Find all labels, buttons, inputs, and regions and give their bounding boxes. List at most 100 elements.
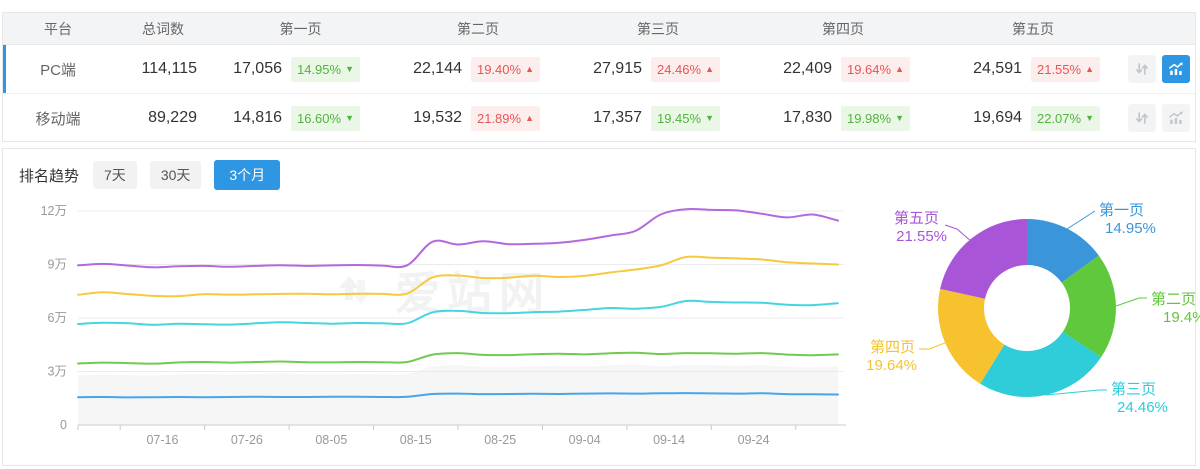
page-2-cell: 19,532 21.89% ▲ xyxy=(388,105,568,131)
donut-slice-page-4[interactable] xyxy=(938,288,1005,384)
col-header-1: 平台 xyxy=(44,20,72,37)
page-3-cell: 17,357 19.45% ▼ xyxy=(568,105,748,131)
change-percent: 19.98% xyxy=(846,110,892,126)
tab-period-1[interactable]: 7天 xyxy=(93,161,137,189)
arrow-up-icon: ▲ xyxy=(1085,63,1094,74)
change-badge: 14.95% ▼ xyxy=(291,56,360,82)
col-header-4: 第二页 xyxy=(457,20,499,37)
donut-slice-page-1[interactable] xyxy=(1027,219,1099,283)
tab-period-3[interactable]: 3个月 xyxy=(214,160,281,190)
donut-label-line xyxy=(1115,297,1147,307)
donut-label-name: 第一页 xyxy=(1099,201,1144,219)
arrow-up-icon: ▲ xyxy=(705,63,714,74)
page-5-cell: 24,591 21.55% ▲ xyxy=(938,56,1128,82)
col-header-5: 第三页 xyxy=(637,20,679,37)
trend-chart-button[interactable] xyxy=(1162,104,1190,132)
sort-arrows-button[interactable] xyxy=(1128,104,1156,132)
table-body: PC端 114,115 17,056 14.95% ▼ 22,144 19.40% ▲ 27,9… xyxy=(3,45,1195,142)
donut-label-line xyxy=(919,342,946,350)
trend-line-page-3 xyxy=(77,299,839,326)
arrow-down-icon: ▼ xyxy=(1085,112,1094,123)
arrow-down-icon: ▼ xyxy=(345,63,354,74)
table-header-row: 平台 总词数 第一页 第二页 第三页 第四页 第五页 xyxy=(3,13,1195,45)
page-4-cell: 22,409 19.64% ▲ xyxy=(748,56,938,82)
tab-period-2[interactable]: 30天 xyxy=(149,161,202,189)
change-percent: 24.46% xyxy=(656,61,702,77)
sort-arrows-button[interactable] xyxy=(1128,55,1156,83)
y-axis-label: 3万 xyxy=(48,364,67,378)
donut-slice-page-2[interactable] xyxy=(1061,255,1116,358)
col-header-6: 第四页 xyxy=(822,20,864,37)
y-axis-label: 0 xyxy=(60,418,67,432)
arrow-up-icon: ▲ xyxy=(525,63,534,74)
change-badge: 19.40% ▲ xyxy=(471,56,540,82)
x-axis-label: 07-16 xyxy=(146,433,178,447)
arrow-down-icon: ▼ xyxy=(345,112,354,123)
page-4-count: 17,830 xyxy=(783,109,832,126)
trend-chart-button[interactable] xyxy=(1162,55,1190,83)
donut-label-line xyxy=(944,224,972,242)
page-4-cell: 17,830 19.98% ▼ xyxy=(748,105,938,131)
page-2-count: 19,532 xyxy=(413,109,462,126)
arrow-down-icon: ▼ xyxy=(705,112,714,123)
trend-line-page-5 xyxy=(77,207,839,269)
arrow-up-icon: ▲ xyxy=(895,63,904,74)
x-axis-label: 08-05 xyxy=(315,433,347,447)
donut-slice-page-3[interactable] xyxy=(980,331,1102,397)
trend-title: 排名趋势 xyxy=(19,167,80,185)
donut-label-percent: 24.46% xyxy=(1117,399,1168,416)
col-header-2: 总词数 xyxy=(142,20,184,37)
change-percent: 19.45% xyxy=(656,110,702,126)
keyword-table-card: 平台 总词数 第一页 第二页 第三页 第四页 第五页 PC端 114,115 17,056 14.… xyxy=(2,12,1196,142)
arrow-up-icon: ▲ xyxy=(525,112,534,123)
donut-label-percent: 14.95% xyxy=(1105,220,1156,237)
period-tabs: 7天 30天 3个月 xyxy=(93,160,281,190)
ranking-trend-card: 排名趋势 7天 30天 3个月 爱站网 0 3万 6万 9万 12万 07-16 07-26 08… xyxy=(2,148,1200,466)
change-badge: 19.64% ▲ xyxy=(841,56,910,82)
page-4-count: 22,409 xyxy=(783,60,832,77)
donut-label-line xyxy=(1066,210,1096,230)
donut-label-percent: 21.55% xyxy=(896,228,947,245)
platform-label: PC端 xyxy=(40,61,76,79)
page-5-count: 19,694 xyxy=(973,109,1022,126)
change-badge: 19.98% ▼ xyxy=(841,105,910,131)
table-row-mobile: 移动端 89,229 14,816 16.60% ▼ 19,532 21.89% ▲ 17,35… xyxy=(3,94,1195,142)
donut-slice-page-5[interactable] xyxy=(940,219,1027,299)
trend-line-page-2 xyxy=(77,351,839,365)
x-axis-label: 07-26 xyxy=(231,433,263,447)
change-percent: 19.40% xyxy=(476,61,522,77)
change-percent: 22.07% xyxy=(1036,110,1082,126)
donut-label-name: 第五页 xyxy=(894,209,939,227)
change-badge: 16.60% ▼ xyxy=(291,105,360,131)
donut-label-name: 第三页 xyxy=(1111,380,1156,398)
arrow-down-icon: ▼ xyxy=(895,112,904,123)
y-axis-label: 9万 xyxy=(48,257,67,271)
trend-line-chart: 0 3万 6万 9万 12万 07-16 07-26 08-05 08-15 08-25 09-04… xyxy=(41,204,846,447)
change-percent: 14.95% xyxy=(296,61,342,77)
donut-label-name: 第四页 xyxy=(870,338,915,356)
trend-header: 排名趋势 7天 30天 3个月 xyxy=(3,149,1195,190)
row-actions xyxy=(1128,104,1200,132)
trend-line-page-1 xyxy=(77,392,839,399)
col-header-3: 第一页 xyxy=(279,20,322,37)
change-percent: 21.55% xyxy=(1036,61,1082,77)
page-1-cell: 17,056 14.95% ▼ xyxy=(213,56,388,82)
x-axis-label: 08-15 xyxy=(400,433,432,447)
change-badge: 21.89% ▲ xyxy=(471,105,540,131)
y-axis-label: 6万 xyxy=(48,311,67,325)
total-words-value: 89,229 xyxy=(148,109,197,126)
table-row-pc: PC端 114,115 17,056 14.95% ▼ 22,144 19.40% ▲ 27,9… xyxy=(3,45,1195,94)
change-badge: 22.07% ▼ xyxy=(1031,105,1100,131)
page-1-count: 14,816 xyxy=(233,109,282,126)
change-percent: 16.60% xyxy=(296,110,342,126)
x-axis-label: 08-25 xyxy=(484,433,516,447)
x-axis-label: 09-24 xyxy=(738,433,770,447)
chart-band-area xyxy=(78,364,838,425)
change-badge: 19.45% ▼ xyxy=(651,105,720,131)
page-1-count: 17,056 xyxy=(233,60,282,77)
change-badge: 21.55% ▲ xyxy=(1031,56,1100,82)
col-header-7: 第五页 xyxy=(1012,20,1054,37)
change-percent: 21.89% xyxy=(476,110,522,126)
page-2-cell: 22,144 19.40% ▲ xyxy=(388,56,568,82)
page-3-count: 27,915 xyxy=(593,60,642,77)
